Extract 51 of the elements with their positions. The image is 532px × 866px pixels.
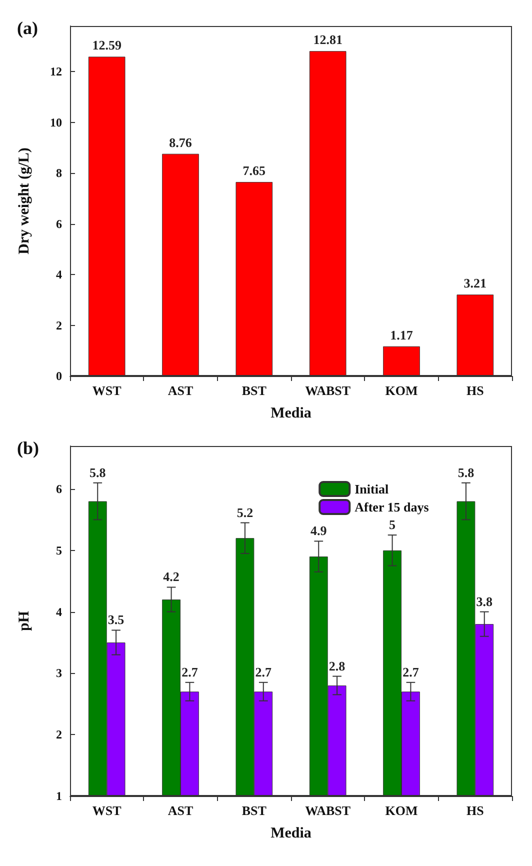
y-tick-label: 0 [56, 369, 62, 383]
data-label: 12.59 [92, 38, 122, 53]
y-tick-label: 2 [56, 728, 62, 742]
x-tick-label: WABST [305, 383, 351, 398]
y-tick-label: 4 [56, 604, 62, 619]
y-axis-title: pH [16, 610, 32, 632]
x-axis-title: Media [270, 826, 312, 842]
data-label: 1.17 [390, 327, 414, 342]
data-label: 3.5 [108, 612, 125, 628]
data-label: 4.9 [310, 523, 328, 538]
data-label: 7.65 [242, 162, 266, 178]
data-label: 2.7 [255, 664, 272, 680]
data-label: 2.7 [182, 664, 198, 680]
chart-title: (a) [17, 18, 38, 38]
x-tick-label: HS [466, 383, 484, 398]
data-label: 5.8 [458, 464, 475, 480]
y-tick-label: 4 [56, 268, 62, 282]
x-tick-label: AST [168, 383, 194, 398]
x-tick-label: WABST [305, 803, 351, 818]
chart-title: (b) [17, 438, 40, 458]
y-tick-label: 1 [56, 789, 62, 803]
x-tick-label: HS [466, 803, 484, 818]
x-tick-label: BST [242, 383, 267, 398]
x-tick-label: WST [92, 383, 122, 398]
data-label: 5.2 [236, 504, 254, 520]
y-axis-title: Dry weight (g/L) [16, 148, 32, 254]
x-tick-label: AST [168, 803, 194, 818]
y-tick-label: 12 [50, 64, 62, 79]
data-label: 2.7 [402, 664, 420, 680]
x-tick-label: WST [92, 803, 122, 818]
data-label: 2.8 [328, 658, 346, 674]
data-label: 5.8 [90, 464, 106, 480]
data-label: 4.2 [163, 569, 180, 584]
x-tick-label: KOM [385, 803, 418, 818]
x-tick-label: BST [242, 803, 267, 818]
legend-label: After 15 days [354, 500, 429, 514]
data-label: 3.8 [476, 594, 493, 609]
x-tick-label: KOM [385, 383, 418, 398]
x-axis-title: Media [270, 406, 312, 422]
y-tick-label: 6 [56, 216, 62, 231]
legend-label: Initial [354, 482, 389, 496]
y-tick-label: 5 [56, 543, 62, 558]
y-tick-label: 10 [50, 115, 62, 130]
y-tick-label: 3 [56, 666, 62, 680]
y-tick-label: 6 [56, 482, 62, 496]
data-label: 12.81 [313, 32, 342, 48]
data-label: 5 [389, 517, 396, 532]
data-label: 3.21 [464, 276, 487, 291]
y-tick-label: 8 [56, 166, 62, 180]
y-tick-label: 2 [56, 318, 62, 332]
data-label: 8.76 [169, 134, 192, 150]
